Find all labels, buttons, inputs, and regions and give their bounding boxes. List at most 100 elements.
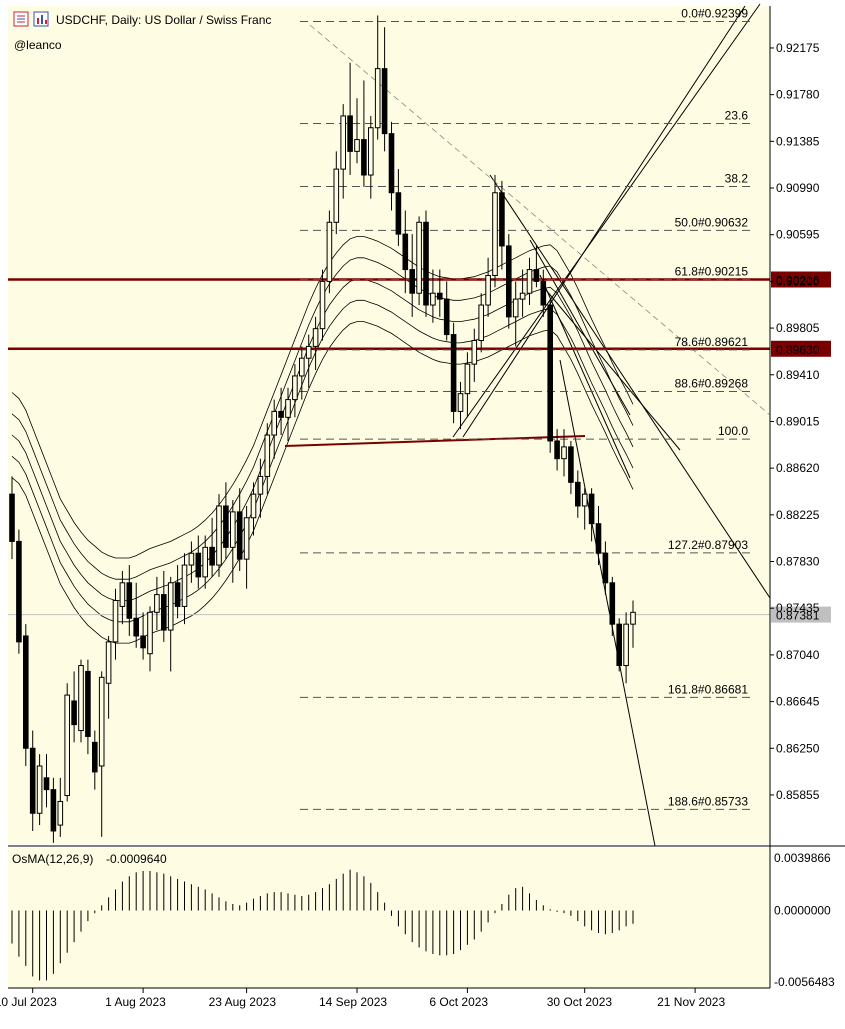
labels: 0.92175 0.91780 0.91385 0.90990 0.90595 0.902… [0,41,835,1009]
candle-body [519,292,526,300]
candle-body [174,582,181,607]
candle-body [167,582,174,631]
candle-body [512,298,519,318]
osma-pane [8,848,770,988]
price-tick-label: 0.91385 [776,134,820,148]
osma-tick-label: -0.0056483 [774,975,835,989]
candle-body [147,611,153,655]
fib-level-label: 100.0 [718,424,748,438]
price-tick-label: 0.90595 [776,228,820,242]
candle-body [430,292,436,306]
candle-body [29,747,36,814]
candle-body [533,269,540,282]
header-icon-1[interactable] [13,11,29,27]
candle-body [264,434,271,477]
price-tick-label: 0.87830 [776,555,820,569]
candle-body [354,139,360,152]
price-tick-label: 0.92175 [776,41,820,55]
fan-line-3 [545,289,681,451]
candle-body [499,192,505,247]
current-price-label: 0.87381 [776,609,820,623]
candle-body [57,800,64,826]
candle-body [112,600,119,643]
time-tick-label: 21 Nov 2023 [657,995,725,1009]
candle-body [347,115,353,152]
price-axis [8,6,845,989]
candle-body [195,552,202,578]
fib-level-label: 50.0#0.90632 [675,215,749,229]
candle-body [623,623,629,667]
candle-body [485,274,491,306]
fan-line-2 [539,274,631,479]
price-tick-label: 0.91780 [776,88,820,102]
candle-body [588,493,595,525]
time-tick-label: 23 Aug 2023 [209,995,277,1009]
candle-body [547,304,554,442]
fibonacci-levels: 0.0#0.92399 23.6 38.2 50.0#0.90632 61.8#0.90… [300,6,750,810]
price-tick-label: 0.86250 [776,741,820,755]
price-tick-label: 0.90990 [776,181,820,195]
candle-body [105,641,112,684]
candle-body [319,280,326,330]
drawing-lines [284,3,771,847]
candle-body [119,582,126,607]
projection-line [559,359,656,847]
candle-body [250,493,257,519]
candle-body [457,393,464,412]
candle-body [243,517,250,560]
candle-body [23,635,29,749]
price-tick-label: 0.89410 [776,368,820,382]
candle-body [230,511,236,548]
price-tick-label: 0.86645 [776,695,820,709]
candle-body [43,777,50,791]
candle-body [312,328,319,347]
downtrend-line [489,174,771,599]
candle-body [595,523,602,554]
candle-body [568,446,574,483]
candle-body [450,334,457,412]
candle-body [581,493,588,507]
price-tick-label: 0.89015 [776,414,820,428]
candle-body [340,115,346,170]
candle-body [305,345,312,359]
chart-title: USDCHF, Daily: US Dollar / Swiss Franc [56,13,271,27]
channel-line-lower [462,5,746,438]
candle-body [161,594,167,631]
candle-body [361,139,367,176]
fib-level-label: 88.6#0.89268 [675,377,749,391]
candle-body [464,363,471,395]
candle-body [409,269,415,294]
candle-body [50,789,57,832]
fib-level-label: 188.6#0.85733 [668,794,748,808]
candle-body [236,511,243,560]
candle-body [64,694,71,797]
header-icon-2[interactable] [33,11,49,27]
fib-level-label: 127.2#0.87903 [668,538,748,552]
time-tick-label: 6 Oct 2023 [429,995,488,1009]
candlesticks [9,15,636,843]
candle-body [278,410,284,418]
candle-body [492,192,498,276]
candle-body [140,635,146,649]
osma-value: -0.0009640 [106,852,167,866]
candle-body [506,245,512,318]
time-tick-label: 10 Jul 2023 [0,995,57,1009]
price-level-tag [771,271,831,288]
time-tick-label: 14 Sep 2023 [319,995,387,1009]
candle-body [395,192,402,235]
current-price-tag [771,606,831,623]
osma-label: OsMA(12,26,9) [12,852,93,866]
candle-body [630,611,636,625]
fib-level-label: 23.6 [725,108,749,122]
osma-histogram [11,869,634,981]
candle-body [616,623,623,667]
candle-body [471,339,478,365]
candle-body [216,505,222,566]
price-tick-label: 0.87040 [776,648,820,662]
candle-body [443,298,450,336]
candle-body [478,304,484,341]
candle-body [223,505,229,548]
fib-level-label: 0.0#0.92399 [681,6,748,20]
fib-level-label: 38.2 [725,171,749,185]
candle-body [540,280,547,306]
